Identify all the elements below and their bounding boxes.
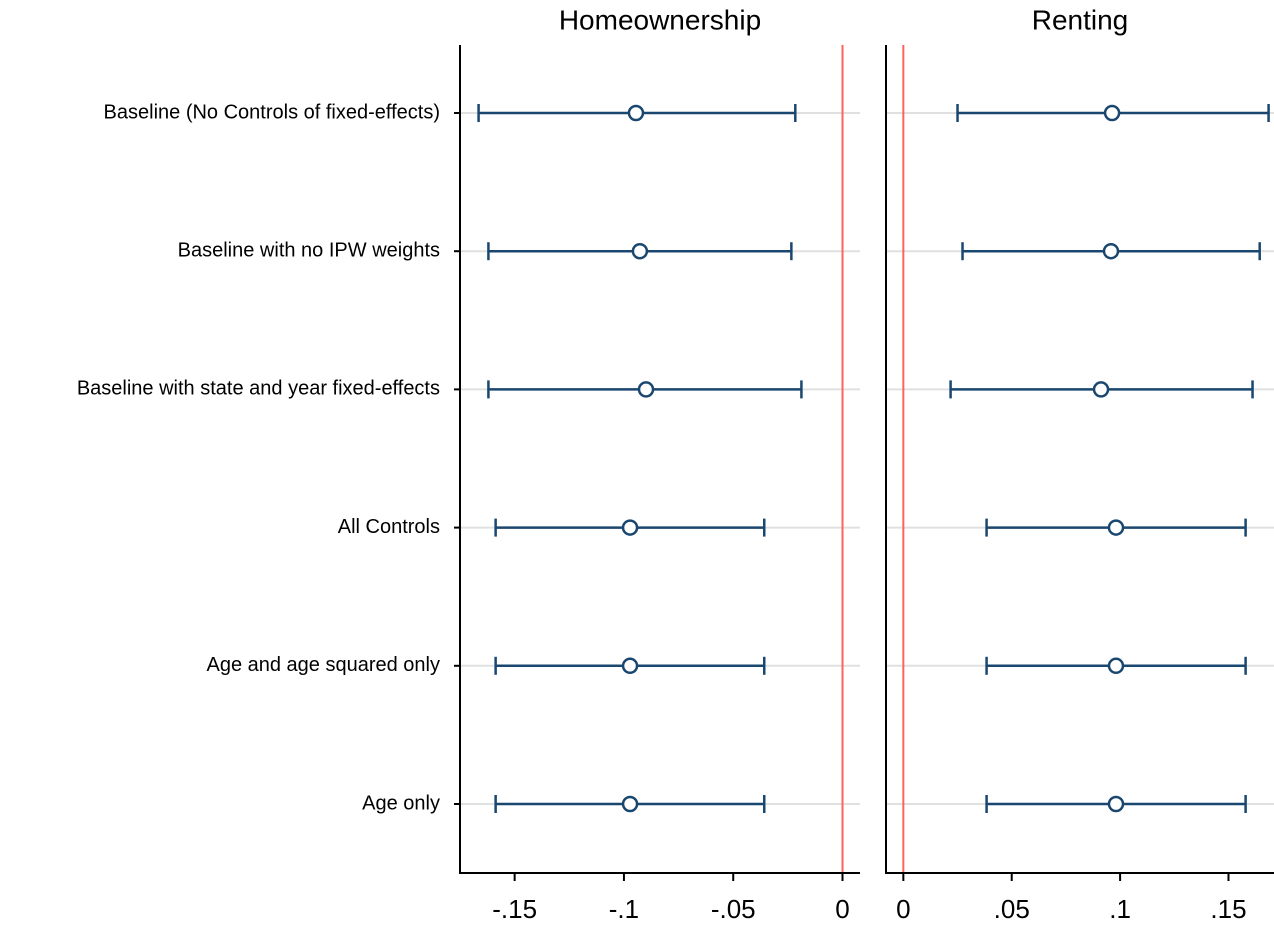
point-estimate xyxy=(1092,381,1110,398)
x-tick-label: -.1 xyxy=(609,894,639,924)
point-estimate xyxy=(1102,242,1120,260)
point-estimate xyxy=(621,657,639,675)
point-estimate xyxy=(637,381,655,398)
y-tick-label: Age and age squared only xyxy=(206,654,440,676)
y-tick-label: Baseline with no IPW weights xyxy=(178,239,440,261)
x-tick-label: .1 xyxy=(1109,894,1131,924)
point-estimate xyxy=(621,519,639,536)
x-tick-label: .15 xyxy=(1210,894,1246,924)
point-estimate xyxy=(1107,519,1125,536)
x-tick-label: -.15 xyxy=(492,894,537,924)
point-estimate xyxy=(631,242,649,260)
y-tick-label: Baseline with state and year fixed-effec… xyxy=(77,378,440,400)
panel-title: Homeownership xyxy=(559,4,761,35)
x-tick-label: -.05 xyxy=(711,894,756,924)
point-estimate xyxy=(1107,795,1125,813)
point-estimate xyxy=(621,795,639,813)
x-tick-label: .05 xyxy=(994,894,1030,924)
x-tick-label: 0 xyxy=(896,894,910,924)
y-tick-label: All Controls xyxy=(338,516,440,538)
panel-title: Renting xyxy=(1032,4,1129,35)
y-tick-label: Age only xyxy=(362,792,440,814)
point-estimate xyxy=(1107,657,1125,675)
y-tick-label: Baseline (No Controls of fixed-effects) xyxy=(104,101,440,123)
x-tick-label: 0 xyxy=(835,894,849,924)
point-estimate xyxy=(1103,104,1121,122)
point-estimate xyxy=(627,104,645,122)
